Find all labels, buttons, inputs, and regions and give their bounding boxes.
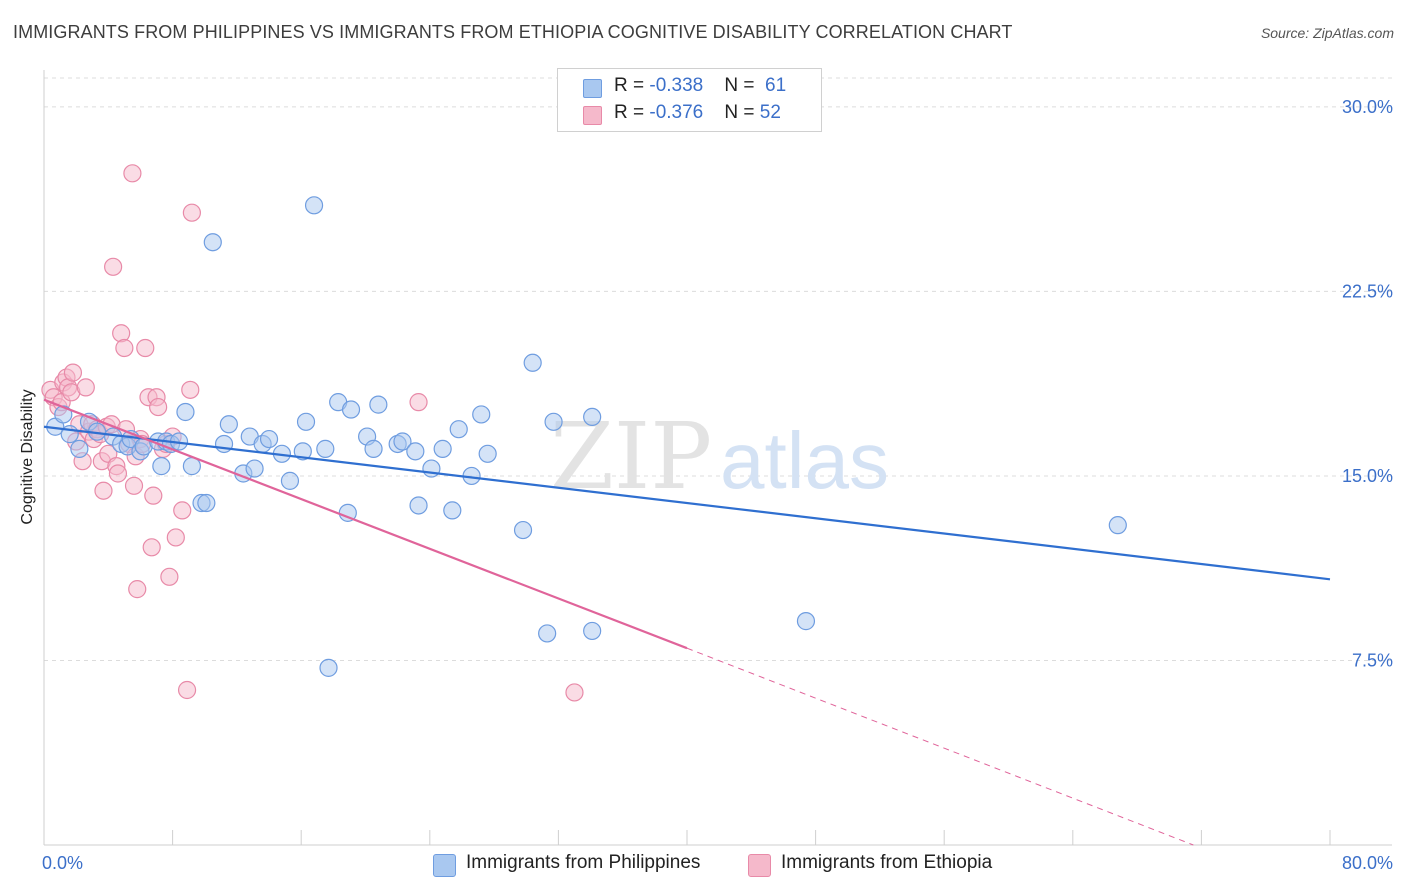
source-credit: Source: ZipAtlas.com <box>1260 25 1394 41</box>
x-tick-label-max: 80.0% <box>1341 853 1393 873</box>
ethiopia-point <box>112 324 131 343</box>
philippines-point <box>293 442 312 461</box>
legend-r-label: R = <box>614 75 650 96</box>
x-tick-label-min: 0.0% <box>42 853 84 873</box>
legend-n-label: N = <box>724 75 760 96</box>
y-axis-label: Cognitive Disability <box>19 389 36 525</box>
philippines-points <box>46 196 1127 677</box>
ethiopia-point <box>104 257 123 276</box>
philippines-point <box>544 412 563 431</box>
philippines-point <box>219 415 238 434</box>
philippines-point <box>245 459 264 478</box>
ethiopia-point <box>166 528 185 547</box>
philippines-point <box>443 501 462 520</box>
philippines-point <box>583 621 602 641</box>
legend-n-value: 61 <box>765 75 787 96</box>
philippines-point <box>304 196 324 215</box>
philippines-point <box>409 496 428 515</box>
bottom-legend-label-philippines: Immigrants from Philippines <box>466 852 701 873</box>
ethiopia-point <box>76 378 95 397</box>
ethiopia-point <box>94 481 113 500</box>
philippines-point <box>393 432 412 451</box>
philippines-point <box>296 412 316 431</box>
y-tick-label: 7.5% <box>1352 650 1393 670</box>
bottom-legend-swatch-ethiopia <box>748 854 771 877</box>
ethiopia-point <box>144 486 163 505</box>
ethiopia-points <box>41 164 584 702</box>
ethiopia-point <box>142 538 161 557</box>
stats-legend: R = -0.338 N = 61 R = -0.376 N = 52 <box>557 68 822 132</box>
philippines-point <box>176 402 195 422</box>
philippines-point <box>70 439 89 458</box>
ethiopia-trend-line <box>43 398 688 650</box>
legend-swatch-ethiopia <box>583 106 602 125</box>
philippines-point <box>472 405 491 424</box>
axes <box>43 70 1392 846</box>
philippines-point <box>214 434 234 454</box>
philippines-point <box>369 395 388 414</box>
philippines-point <box>406 442 425 461</box>
y-tick-label: 22.5% <box>1342 281 1393 301</box>
chart-title: IMMIGRANTS FROM PHILIPPINES VS IMMIGRANT… <box>13 22 1013 42</box>
philippines-point <box>538 624 557 643</box>
philippines-point <box>319 658 338 677</box>
philippines-point <box>796 612 816 631</box>
ethiopia-point <box>136 338 155 358</box>
y-tick-label: 30.0% <box>1342 97 1393 117</box>
philippines-point <box>203 233 222 252</box>
philippines-point <box>152 457 171 476</box>
ethiopia-point <box>181 380 200 399</box>
ethiopia-trend-extension <box>686 647 1194 846</box>
trend-lines <box>43 398 1331 846</box>
ethiopia-point <box>565 683 584 702</box>
watermark: ZIP atlas <box>550 403 889 510</box>
legend-n-value: 52 <box>759 102 781 123</box>
ethiopia-point <box>128 580 147 599</box>
philippines-point <box>364 439 383 458</box>
ethiopia-point <box>123 164 142 183</box>
bottom-legend-label-ethiopia: Immigrants from Ethiopia <box>781 852 993 873</box>
ethiopia-point <box>177 680 197 700</box>
y-tick-labels: 7.5% 15.0% 22.5% 30.0% <box>1342 97 1393 671</box>
ethiopia-point <box>115 338 134 358</box>
watermark-atlas: atlas <box>720 416 889 505</box>
legend-r-label: R = <box>614 102 650 123</box>
ethiopia-point <box>149 397 168 417</box>
philippines-point <box>583 407 602 427</box>
philippines-point <box>433 439 452 458</box>
philippines-point <box>341 400 361 419</box>
philippines-point <box>280 471 300 490</box>
ethiopia-point <box>173 501 192 520</box>
philippines-point <box>422 459 441 478</box>
philippines-point <box>513 520 533 540</box>
ethiopia-point <box>160 567 179 586</box>
philippines-point <box>1108 516 1127 535</box>
philippines-point <box>197 493 216 513</box>
ethiopia-point <box>124 476 144 495</box>
ethiopia-point <box>182 203 201 222</box>
philippines-point <box>449 420 468 439</box>
legend-swatch-philippines <box>583 79 602 98</box>
y-tick-label: 15.0% <box>1342 466 1393 486</box>
philippines-point <box>316 439 335 458</box>
ethiopia-point <box>108 464 128 483</box>
philippines-point <box>259 429 279 449</box>
watermark-zip: ZIP <box>550 403 712 510</box>
bottom-legend-swatch-philippines <box>433 854 456 877</box>
philippines-trend-line <box>43 425 1331 581</box>
ethiopia-point <box>63 363 83 382</box>
legend-r-value: -0.376 <box>649 102 704 123</box>
legend-r-value: -0.338 <box>649 75 704 96</box>
grid-lines <box>44 77 1392 661</box>
philippines-point <box>478 444 497 463</box>
philippines-point <box>54 405 73 424</box>
philippines-point <box>523 353 542 372</box>
ethiopia-point <box>409 393 428 412</box>
legend-n-label: N = <box>724 102 760 123</box>
